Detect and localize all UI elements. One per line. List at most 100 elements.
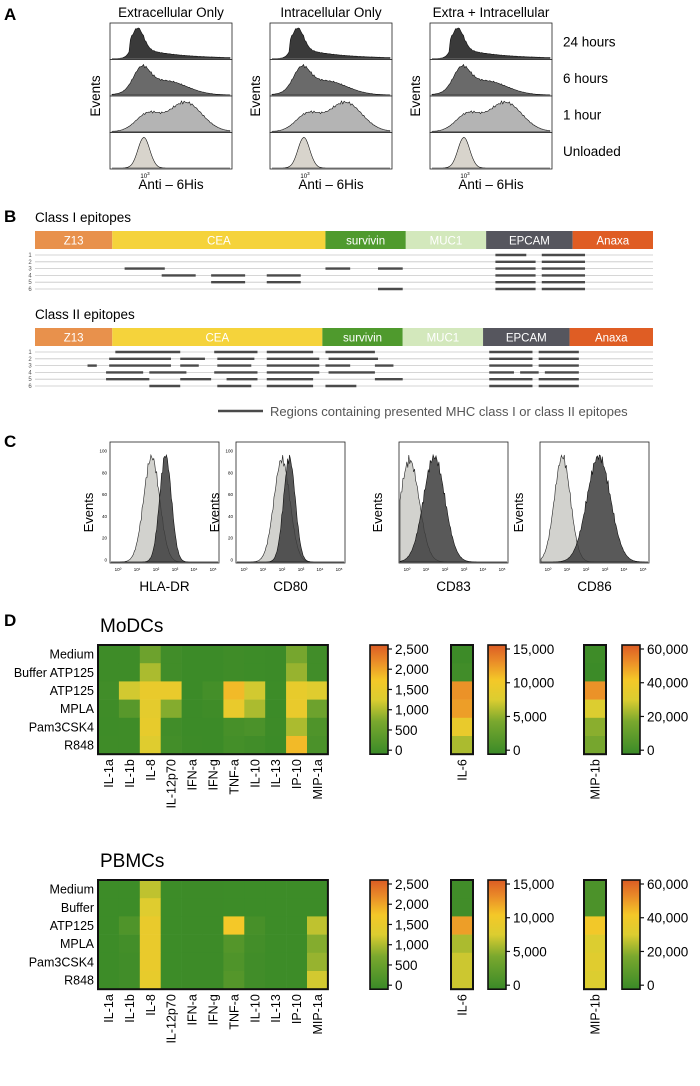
- heatmap-cell: [139, 736, 161, 755]
- antigen-segment: [405, 231, 487, 249]
- x-tick-label: 10⁵: [640, 567, 647, 572]
- heatmap-cell: [223, 717, 245, 737]
- antigen-segment-label: survivin: [343, 333, 382, 345]
- heatmap-cell: [307, 681, 329, 700]
- x-tick-label: 10¹: [134, 567, 141, 572]
- color-scale-tick-label: 40,000: [647, 676, 688, 691]
- heatmap-frame: [450, 644, 474, 756]
- heatmap-cell: [244, 898, 266, 917]
- heatmap-cell: [98, 736, 120, 755]
- heatmap-frame: [583, 644, 607, 756]
- heatmap-cell: [584, 934, 606, 954]
- y-axis-label: Events: [370, 492, 385, 532]
- antigen-segment-label: CEA: [207, 236, 231, 248]
- y-tick-label: 60: [228, 492, 234, 497]
- color-scale-tick-label: 5,000: [513, 709, 547, 724]
- heatmap-cell: [286, 645, 308, 664]
- x-axis-label: HLA-DR: [139, 579, 190, 594]
- antigen-segment-label: MUC1: [430, 236, 463, 248]
- heatmap-column-label: IL-12p70: [165, 759, 179, 808]
- heatmap-cell: [286, 736, 308, 755]
- antigen-segment: [325, 231, 406, 249]
- heatmap-cell: [98, 645, 120, 664]
- heatmap-cell: [181, 971, 203, 990]
- heatmap-column-label: IL-6: [456, 759, 470, 781]
- antigen-segment-label: Z13: [64, 333, 84, 345]
- color-scale-bar: [487, 879, 507, 990]
- heatmap-cell: [307, 699, 329, 719]
- y-tick-label: 0: [104, 558, 107, 563]
- y-tick-label: 80: [102, 470, 108, 475]
- histogram-frame: [269, 132, 393, 170]
- heatmap-cell: [202, 916, 224, 935]
- heatmap-cell: [98, 681, 120, 700]
- heatmap-cell: [265, 645, 287, 664]
- histogram-series: [112, 137, 230, 169]
- heatmap-cell: [139, 681, 161, 700]
- y-axis-label: Events: [511, 492, 526, 532]
- heatmap-cell: [160, 971, 182, 990]
- sequence-row-number: 6: [28, 384, 32, 390]
- heatmap-cell: [181, 736, 203, 755]
- heatmap-cell: [98, 699, 120, 719]
- y-axis-label: Events: [81, 492, 96, 532]
- heatmap-cell: [265, 880, 287, 899]
- heatmap-cell: [139, 952, 161, 972]
- heatmap-cell: [98, 663, 120, 682]
- heatmap-row-label: ATP125: [50, 919, 94, 933]
- sequence-row-number: 2: [28, 357, 32, 363]
- heatmap-cell: [307, 971, 329, 990]
- sequence-row-number: 1: [28, 350, 32, 356]
- heatmap-row-label: Medium: [50, 883, 94, 897]
- heatmap-cell: [223, 898, 245, 917]
- heatmap-cell: [118, 880, 141, 899]
- heatmap-cell: [118, 681, 141, 700]
- x-tick-label: 10⁰: [115, 567, 122, 572]
- heatmap-cell: [265, 717, 287, 737]
- x-axis-label: CD86: [577, 579, 612, 594]
- heatmap-cell: [244, 934, 266, 954]
- color-scale-tick-label: 1,000: [395, 703, 429, 718]
- heatmap-column-label: IL-6: [456, 994, 470, 1016]
- sequence-row-number: 3: [28, 364, 32, 370]
- heatmap-cell: [223, 952, 245, 972]
- heatmap-cell: [181, 934, 203, 954]
- heatmap-column-label: IFN-a: [186, 759, 200, 790]
- x-tick-label: 10¹: [260, 567, 267, 572]
- x-tick-label: 10⁴: [191, 567, 198, 572]
- heatmap-cell: [451, 916, 473, 935]
- antigen-segment: [402, 328, 484, 346]
- heatmap-row-label: ATP125: [50, 684, 94, 698]
- heatmap-row-label: R848: [64, 739, 94, 753]
- heatmap-cell: [98, 717, 120, 737]
- heatmap-cell: [139, 645, 161, 664]
- stained-histogram: [111, 454, 218, 563]
- y-axis-label: Events: [207, 492, 222, 532]
- heatmap-cell: [286, 717, 308, 737]
- color-scale-tick-label: 0: [395, 743, 403, 758]
- heatmap-cell: [160, 717, 182, 737]
- heatmap-row-label: Buffer ATP125: [14, 666, 94, 680]
- heatmap-cell: [223, 663, 245, 682]
- heatmap-cell: [265, 952, 287, 972]
- heatmap-cell: [584, 645, 606, 664]
- color-scale-tick-label: 0: [513, 743, 521, 758]
- heatmap-cell: [286, 898, 308, 917]
- antigen-segment: [35, 328, 113, 346]
- heatmap-cell: [139, 916, 161, 935]
- heatmap-cell: [286, 663, 308, 682]
- color-scale-tick-label: 40,000: [647, 911, 688, 926]
- x-tick-label: 10³: [602, 567, 609, 572]
- color-scale-tick-label: 0: [513, 978, 521, 993]
- heatmap-row-label: MPLA: [60, 702, 95, 716]
- heatmap-cell: [181, 898, 203, 917]
- antigen-segment-label: survivin: [346, 236, 385, 248]
- histogram-series: [271, 63, 391, 96]
- antigen-segment: [322, 328, 403, 346]
- heatmap-cell: [139, 934, 161, 954]
- heatmap-column-label: IP-10: [290, 994, 304, 1024]
- heatmap-cell: [307, 717, 329, 737]
- heatmap-cell: [244, 717, 266, 737]
- y-tick-label: 60: [102, 492, 108, 497]
